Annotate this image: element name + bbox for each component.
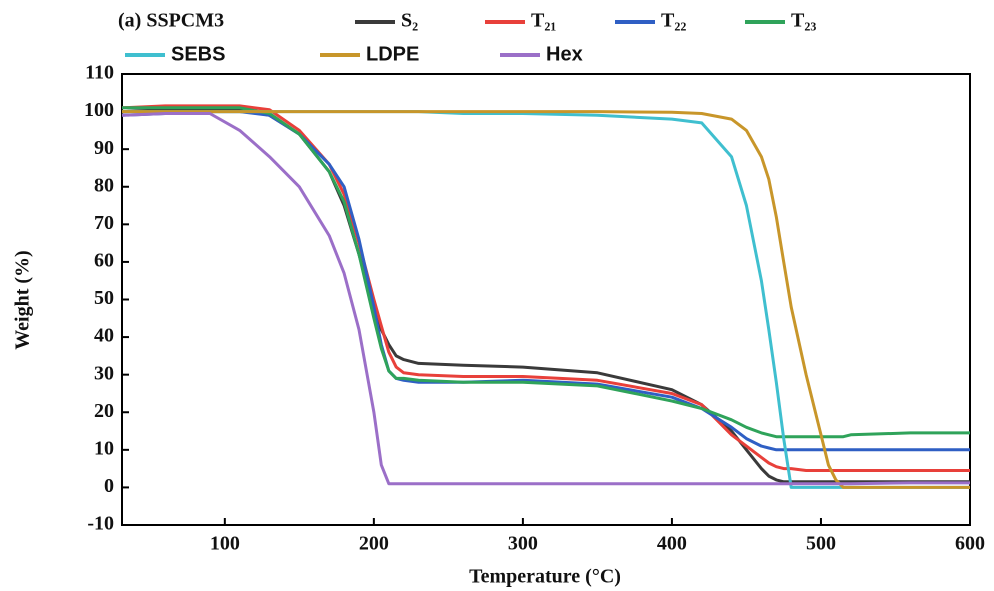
y-tick-label: 40: [94, 325, 114, 347]
legend-label: SEBS: [171, 43, 225, 65]
y-tick-label: 70: [94, 212, 114, 234]
legend-label: LDPE: [366, 43, 419, 65]
y-tick-label: 0: [104, 475, 114, 497]
y-tick-label: 30: [94, 362, 114, 384]
y-tick-label: 50: [94, 287, 114, 309]
chart-title: (a) SSPCM3: [118, 10, 224, 32]
legend-label: S₂: [401, 10, 418, 32]
x-tick-label: 100: [210, 533, 240, 555]
x-axis-label: Temperature (°C): [469, 566, 621, 588]
y-tick-label: 60: [94, 250, 114, 272]
y-tick-label: 90: [94, 137, 114, 159]
legend-label: T₂₁: [531, 10, 556, 32]
y-tick-label: 110: [85, 62, 114, 84]
legend-label: Hex: [546, 43, 583, 65]
series-line: [122, 110, 970, 489]
series-line: [121, 104, 970, 472]
y-tick-label: 20: [94, 400, 114, 422]
y-tick-label: -10: [87, 513, 114, 535]
y-tick-label: 80: [94, 174, 114, 196]
x-tick-label: 300: [508, 533, 538, 555]
plot-frame: [121, 73, 971, 526]
series-line: [121, 110, 970, 452]
x-tick-label: 500: [806, 533, 836, 555]
series-line: [121, 112, 970, 486]
x-tick-label: 600: [955, 533, 985, 555]
x-tick-label: 200: [359, 533, 389, 555]
legend-label: T₂₃: [791, 10, 816, 32]
series-line: [122, 110, 970, 489]
y-tick-label: 10: [94, 437, 114, 459]
series-line: [122, 106, 970, 439]
series-line: [121, 108, 970, 484]
y-axis-label: Weight (%): [12, 250, 34, 349]
legend-label: T₂₂: [661, 10, 686, 32]
x-tick-label: 400: [657, 533, 687, 555]
y-tick-label: 100: [84, 99, 114, 121]
